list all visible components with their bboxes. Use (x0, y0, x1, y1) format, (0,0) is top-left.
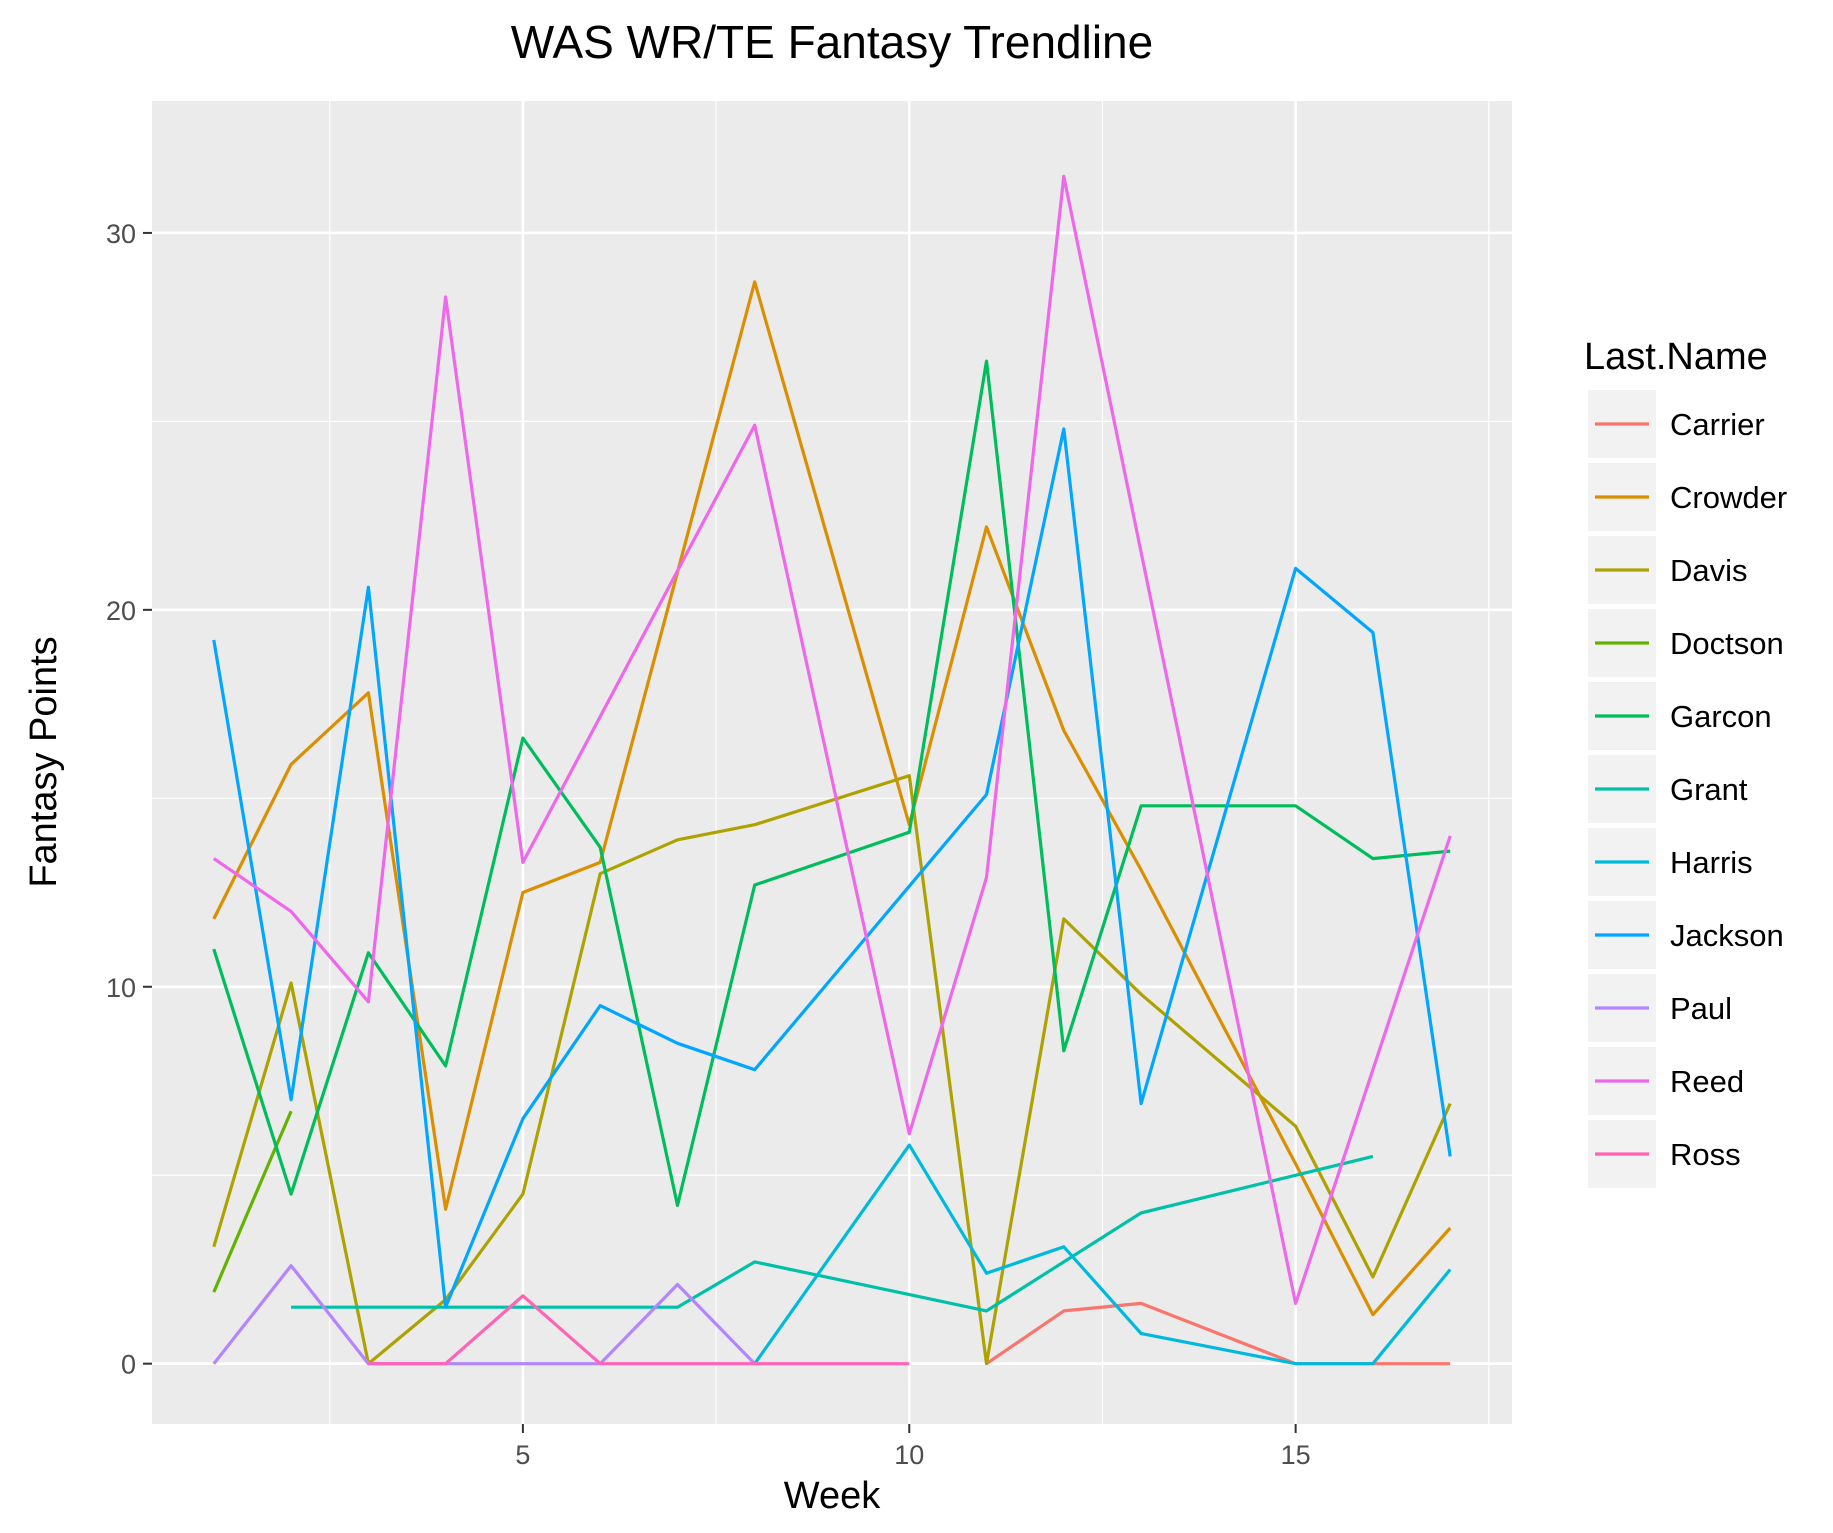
legend-label-crowder: Crowder (1670, 480, 1787, 515)
series-line-ross (368, 1294, 910, 1366)
plot-panel (152, 101, 1512, 1424)
x-axis-title: Week (784, 1475, 881, 1517)
series-line-grant (291, 1154, 1374, 1313)
chart-title: WAS WR/TE Fantasy Trendline (511, 16, 1153, 68)
x-axis: 5 10 15 (515, 1424, 1311, 1470)
x-tick-label: 5 (515, 1440, 530, 1470)
x-tick-label: 15 (1281, 1440, 1311, 1470)
legend-label-harris: Harris (1670, 845, 1753, 880)
legend-label-doctson: Doctson (1670, 626, 1784, 661)
legend-label-garcon: Garcon (1670, 699, 1772, 734)
y-tick-label: 10 (106, 973, 136, 1003)
series-line-davis (212, 774, 1452, 1366)
legend-label-grant: Grant (1670, 772, 1748, 807)
y-axis: 0 10 20 30 (106, 219, 152, 1380)
series-line-jackson (212, 427, 1452, 1309)
legend-label-jackson: Jackson (1670, 918, 1784, 953)
series-line-garcon (212, 359, 1451, 1208)
series-line-doctson (212, 1110, 293, 1293)
legend-label-carrier: Carrier (1670, 407, 1765, 442)
legend-label-paul: Paul (1670, 991, 1732, 1026)
legend-label-reed: Reed (1670, 1064, 1744, 1099)
y-tick-label: 0 (121, 1350, 136, 1380)
legend: Last.Name Carrier Crowder Davis Doctson Garc… (1584, 336, 1787, 1188)
y-axis-title: Fantasy Points (23, 636, 65, 887)
x-tick-label: 10 (894, 1440, 924, 1470)
series-lines (212, 174, 1452, 1366)
series-line-paul (212, 1264, 756, 1366)
legend-label-davis: Davis (1670, 553, 1748, 588)
y-tick-label: 20 (106, 596, 136, 626)
y-tick-label: 30 (106, 219, 136, 249)
series-line-carrier (985, 1301, 1451, 1366)
legend-label-ross: Ross (1670, 1137, 1741, 1172)
series-line-crowder (212, 280, 1452, 1317)
series-line-reed (212, 174, 1452, 1306)
legend-title: Last.Name (1584, 336, 1768, 378)
series-line-harris (753, 1143, 1452, 1366)
